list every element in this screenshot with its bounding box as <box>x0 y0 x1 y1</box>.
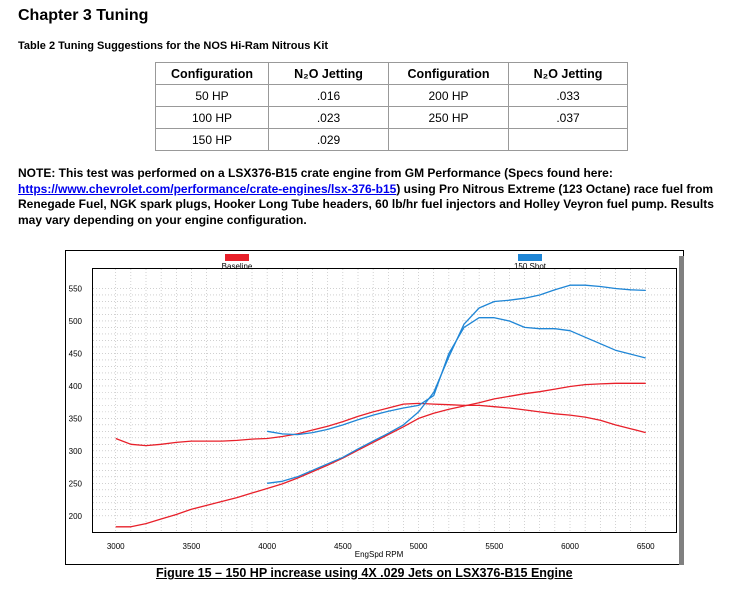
table-cell: .029 <box>268 128 389 151</box>
dyno-chart: 3000 3500 4000 4500 5000 5500 6000 6500 200 250 30… <box>65 250 684 565</box>
table-header-row: Configuration N₂O Jetting Configuration … <box>155 62 628 85</box>
x-tick-label: 6000 <box>561 542 579 551</box>
y-tick-label: 250 <box>69 479 83 488</box>
table-cell: 250 HP <box>388 106 509 129</box>
table-caption: Table 2 Tuning Suggestions for the NOS H… <box>18 40 329 52</box>
y-tick-label: 350 <box>69 414 83 423</box>
table-row: 100 HP .023 250 HP .037 <box>155 106 628 129</box>
series-line <box>267 284 646 484</box>
test-note: NOTE: This test was performed on a LSX37… <box>18 166 736 228</box>
table-cell: .016 <box>268 84 389 107</box>
table-cell <box>388 128 509 151</box>
table-cell: .033 <box>508 84 628 107</box>
tuning-table: Configuration N₂O Jetting Configuration … <box>155 62 628 151</box>
y-tick-label: 400 <box>69 382 83 391</box>
series-line <box>115 382 646 528</box>
table-cell: .037 <box>508 106 628 129</box>
header-configuration-1: Configuration <box>155 62 269 85</box>
table-cell: 150 HP <box>155 128 269 151</box>
table-cell: .023 <box>268 106 389 129</box>
x-tick-label: 3500 <box>183 542 201 551</box>
x-tick-label: 5000 <box>410 542 428 551</box>
legend-swatch <box>518 254 542 261</box>
chart-frame <box>65 250 684 565</box>
table-row: 150 HP .029 <box>155 128 628 151</box>
y-tick-label: 450 <box>69 349 83 358</box>
table-cell <box>508 128 628 151</box>
header-jetting-2: N₂O Jetting <box>508 62 628 85</box>
x-tick-label: 4000 <box>258 542 276 551</box>
figure-caption: Figure 15 – 150 HP increase using 4X .02… <box>156 566 573 580</box>
table-cell: 50 HP <box>155 84 269 107</box>
table-row: 50 HP .016 200 HP .033 <box>155 84 628 107</box>
x-axis-label: EngSpd RPM <box>355 550 404 559</box>
legend-label: 150 Shot <box>514 262 547 271</box>
y-tick-label: 300 <box>69 447 83 456</box>
x-tick-label: 5500 <box>485 542 503 551</box>
x-tick-label: 6500 <box>637 542 655 551</box>
table-cell: 200 HP <box>388 84 509 107</box>
legend-swatch <box>225 254 249 261</box>
chapter-heading: Chapter 3 Tuning <box>18 7 149 24</box>
table-cell: 100 HP <box>155 106 269 129</box>
note-lead: NOTE: This test was performed on a LSX37… <box>18 166 613 180</box>
series-line <box>115 402 646 447</box>
x-tick-label: 3000 <box>107 542 125 551</box>
y-tick-label: 200 <box>69 512 83 521</box>
x-tick-label: 4500 <box>334 542 352 551</box>
header-jetting-1: N₂O Jetting <box>268 62 389 85</box>
specs-link[interactable]: https://www.chevrolet.com/performance/cr… <box>18 181 397 196</box>
y-tick-label: 550 <box>69 284 83 293</box>
note-tail: ) using Pro Nitrous Extreme (123 Octane)… <box>18 181 714 227</box>
header-configuration-2: Configuration <box>388 62 509 85</box>
y-tick-label: 500 <box>69 317 83 326</box>
legend-label: Baseline <box>222 262 253 271</box>
plot-area <box>92 268 677 533</box>
chart-frame-shadow <box>679 256 684 565</box>
